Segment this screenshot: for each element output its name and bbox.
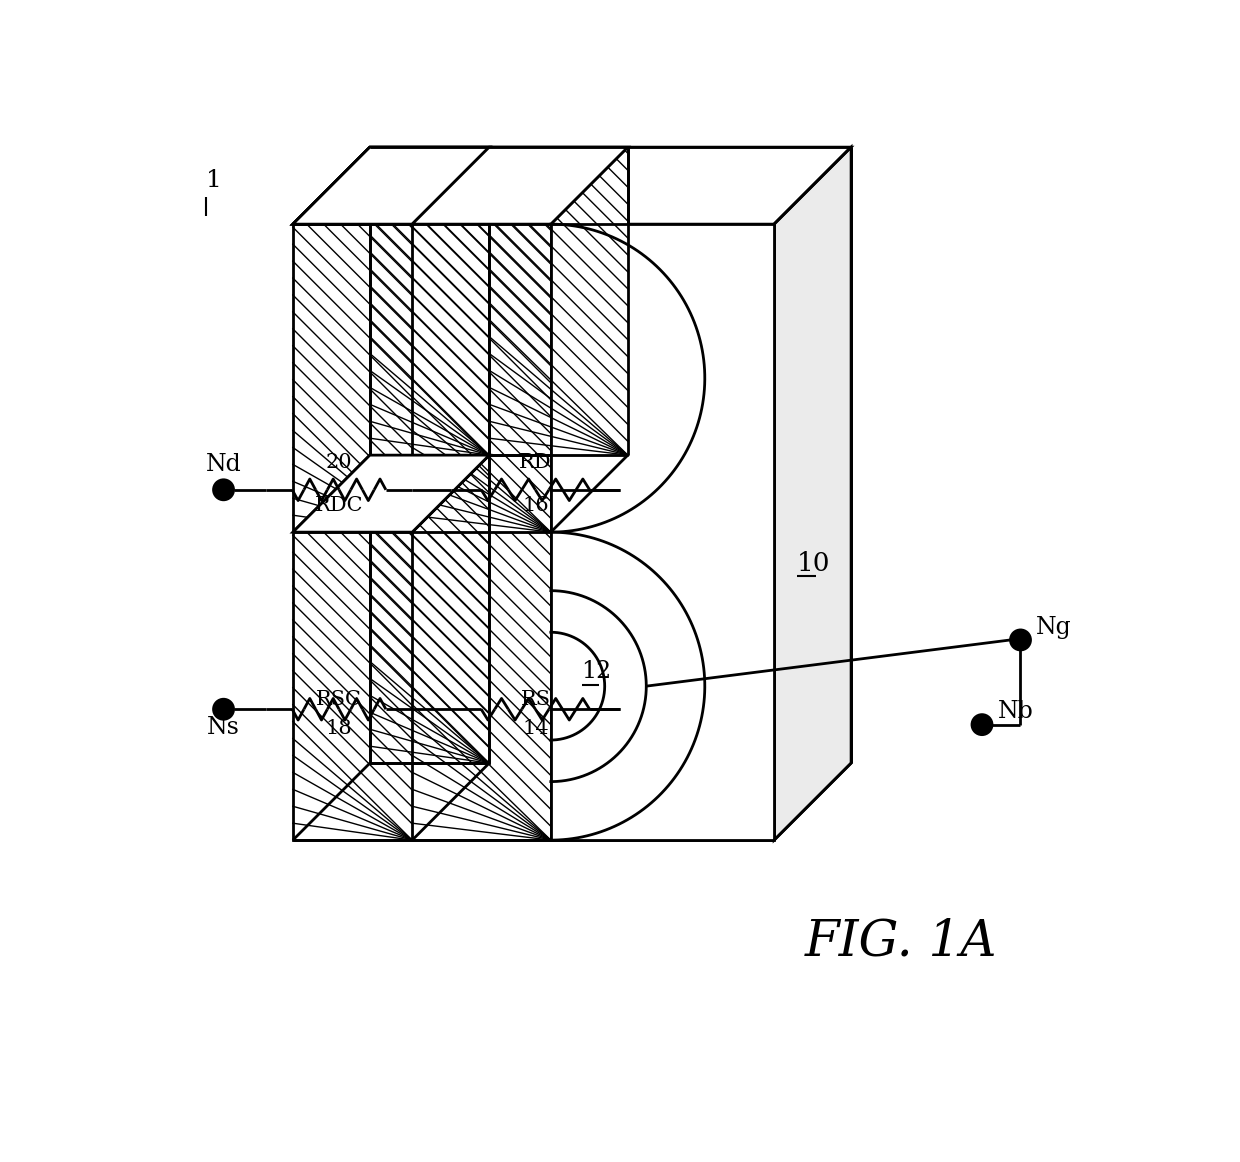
- Circle shape: [972, 715, 992, 734]
- Text: RDC: RDC: [315, 496, 363, 516]
- Text: Ns: Ns: [207, 716, 241, 739]
- Text: 12: 12: [582, 660, 611, 683]
- Polygon shape: [551, 224, 774, 840]
- Polygon shape: [293, 148, 490, 224]
- Polygon shape: [293, 148, 490, 224]
- Polygon shape: [412, 148, 627, 224]
- Text: Nd: Nd: [206, 452, 242, 475]
- Polygon shape: [774, 148, 851, 840]
- Text: RSC: RSC: [316, 690, 362, 709]
- Polygon shape: [490, 148, 627, 456]
- Polygon shape: [293, 224, 774, 840]
- Text: Ng: Ng: [1035, 616, 1071, 639]
- Polygon shape: [293, 456, 490, 532]
- Text: Nb: Nb: [997, 701, 1033, 724]
- Text: FIG. 1A: FIG. 1A: [805, 917, 997, 967]
- Polygon shape: [293, 148, 851, 224]
- Circle shape: [1011, 630, 1030, 650]
- Polygon shape: [370, 456, 490, 763]
- Circle shape: [213, 480, 233, 500]
- Text: 20: 20: [326, 453, 352, 472]
- Circle shape: [213, 700, 233, 719]
- Text: 14: 14: [522, 719, 549, 738]
- Text: 18: 18: [326, 719, 352, 738]
- Polygon shape: [370, 148, 490, 456]
- Text: RS: RS: [521, 690, 551, 709]
- Text: 10: 10: [797, 551, 831, 575]
- Text: 16: 16: [522, 496, 549, 516]
- Text: 1: 1: [206, 170, 222, 192]
- Text: RD: RD: [520, 453, 552, 472]
